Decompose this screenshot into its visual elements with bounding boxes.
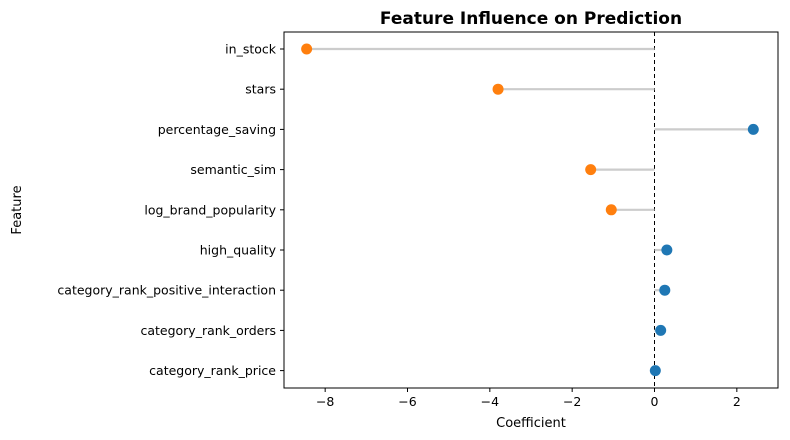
lollipop-point [659,284,671,296]
y-tick-label: percentage_saving [158,122,276,137]
lollipop-point [585,164,597,176]
x-tick-label: −4 [481,394,499,409]
x-axis-label: Coefficient [496,416,566,431]
lollipop-point [661,244,673,256]
lollipop-point [649,365,661,377]
lollipop-point [301,43,313,55]
y-tick-label: category_rank_positive_interaction [57,283,276,298]
y-axis-label: Feature [10,185,25,234]
y-tick-label: in_stock [225,42,277,57]
lollipop-point [492,83,504,95]
y-tick-label: high_quality [200,243,277,258]
x-tick-label: 2 [733,394,741,409]
lollipop-point [655,324,667,336]
x-tick-label: −6 [398,394,416,409]
lollipop-point [605,204,617,216]
y-tick-label: log_brand_popularity [144,202,276,217]
x-tick-label: −8 [316,394,334,409]
y-tick-label: semantic_sim [190,162,276,177]
axes-frame [283,31,779,389]
y-tick-label: category_rank_price [149,363,276,378]
chart-title: Feature Influence on Prediction [380,9,682,29]
y-tick-label: category_rank_orders [140,323,276,338]
lollipop-point [747,123,759,135]
x-tick-label: −2 [563,394,581,409]
y-tick-label: stars [245,82,276,97]
x-tick-label: 0 [651,394,659,409]
